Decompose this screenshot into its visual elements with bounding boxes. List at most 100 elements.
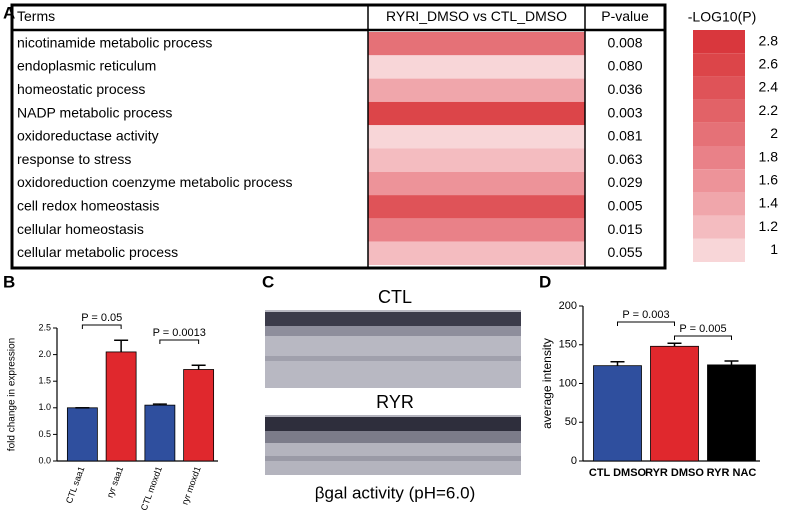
- y-tick-label: 200: [559, 300, 577, 312]
- legend-swatch: [693, 122, 745, 146]
- legend-swatch: [693, 146, 745, 170]
- panel-label: D: [539, 272, 551, 291]
- legend-label: 1.8: [759, 148, 779, 164]
- heat-cell: [368, 148, 585, 172]
- panel-label: B: [3, 272, 15, 291]
- x-tick-label: ryr saa1: [105, 465, 126, 499]
- heat-cell: [368, 32, 585, 56]
- term: endoplasmic reticulum: [17, 58, 156, 74]
- y-tick-label: 150: [559, 339, 577, 351]
- term: oxidoreduction coenzyme metabolic proces…: [17, 174, 292, 190]
- p-value: 0.080: [607, 58, 642, 74]
- y-tick-label: 2.0: [38, 349, 51, 359]
- significance-bracket: [159, 339, 200, 344]
- table-border: [10, 3, 667, 270]
- error-bar: [610, 361, 625, 366]
- significance-bracket: [674, 335, 732, 340]
- p-value: 0.036: [607, 81, 642, 97]
- term: homeostatic process: [17, 81, 145, 97]
- bar: [593, 365, 642, 462]
- legend-label: 2.2: [759, 102, 779, 118]
- term: oxidoreductase activity: [17, 128, 159, 144]
- legend-title: -LOG10(P): [688, 9, 756, 25]
- heat-cell: [368, 101, 585, 126]
- p-value: 0.015: [607, 221, 642, 237]
- x-tick-label: CTL DMSO: [589, 467, 647, 479]
- bar: [66, 407, 98, 462]
- significance-bracket: [81, 324, 122, 329]
- legend-label: 2.6: [759, 56, 779, 72]
- x-tick-label: CTL moxd1: [139, 465, 164, 512]
- legend-label: 2: [770, 125, 778, 141]
- y-tick-label: 100: [559, 377, 577, 389]
- legend-label: 2.4: [759, 79, 779, 95]
- y-axis-label: average intensity: [540, 338, 554, 429]
- bar: [105, 351, 137, 462]
- image-label: RYR: [376, 392, 414, 412]
- term: NADP metabolic process: [17, 104, 172, 120]
- p-value: 0.008: [607, 34, 642, 50]
- term: cellular metabolic process: [17, 244, 178, 260]
- legend-label: 1.2: [759, 218, 779, 234]
- y-tick-label: 0.0: [38, 455, 51, 465]
- y-tick-label: 0.5: [38, 429, 51, 439]
- heat-cell: [368, 78, 585, 102]
- heat-cell: [368, 171, 585, 196]
- heat-cell: [368, 218, 585, 242]
- p-value: 0.081: [607, 128, 642, 144]
- x-tick-label: ryr moxd1: [180, 465, 203, 506]
- term: cellular homeostasis: [17, 221, 144, 237]
- p-value: 0.005: [607, 197, 642, 213]
- annotation: P = 0.005: [679, 323, 726, 335]
- y-axis-label: fold change in expression: [7, 338, 18, 451]
- legend-swatch: [693, 76, 745, 100]
- error-bar: [152, 403, 167, 406]
- legend-label: 1.6: [759, 172, 779, 188]
- x-tick-label: CTL saa1: [64, 465, 87, 505]
- annotation: P = 0.0013: [153, 327, 206, 339]
- error-bar: [724, 360, 739, 365]
- x-tick-label: RYR NAC: [707, 467, 757, 479]
- error-bar: [114, 339, 129, 352]
- y-tick-label: 1.5: [38, 376, 51, 386]
- heat-cell: [368, 125, 585, 149]
- legend-label: 1: [770, 241, 778, 257]
- caption: βgal activity (pH=6.0): [315, 483, 475, 502]
- bar: [144, 404, 176, 462]
- image-label: CTL: [378, 287, 412, 307]
- legend-label: 2.8: [759, 32, 779, 48]
- heat-cell: [368, 55, 585, 79]
- panel-label: C: [262, 272, 274, 291]
- significance-bracket: [617, 321, 675, 326]
- p-value: 0.063: [607, 151, 642, 167]
- x-tick-label: RYR DMSO: [645, 467, 704, 479]
- annotation: P = 0.003: [622, 309, 669, 321]
- heat-cell: [368, 195, 585, 219]
- error-bar: [191, 364, 206, 370]
- term: cell redox homeostasis: [17, 197, 159, 213]
- bar: [707, 364, 756, 462]
- annotation: P = 0.05: [81, 312, 122, 324]
- table-header: P-value: [601, 8, 649, 24]
- term: response to stress: [17, 151, 131, 167]
- term: nicotinamide metabolic process: [17, 34, 212, 50]
- legend-swatch: [693, 238, 745, 262]
- p-value: 0.003: [607, 104, 642, 120]
- micrograph: [265, 310, 521, 475]
- legend-swatch: [693, 192, 745, 216]
- heat-cell: [368, 241, 585, 265]
- p-value: 0.029: [607, 174, 642, 190]
- y-tick-label: 0: [571, 455, 577, 467]
- legend-label: 1.4: [759, 195, 779, 211]
- table-header: RYRI_DMSO vs CTL_DMSO: [386, 8, 567, 24]
- error-bar: [667, 342, 682, 347]
- legend-swatch: [693, 53, 745, 77]
- y-tick-label: 2.5: [38, 322, 51, 332]
- table-header: Terms: [17, 8, 55, 24]
- p-value: 0.055: [607, 244, 642, 260]
- legend-swatch: [693, 169, 745, 193]
- y-tick-label: 50: [565, 416, 577, 428]
- bar: [650, 345, 699, 462]
- bar: [183, 369, 215, 462]
